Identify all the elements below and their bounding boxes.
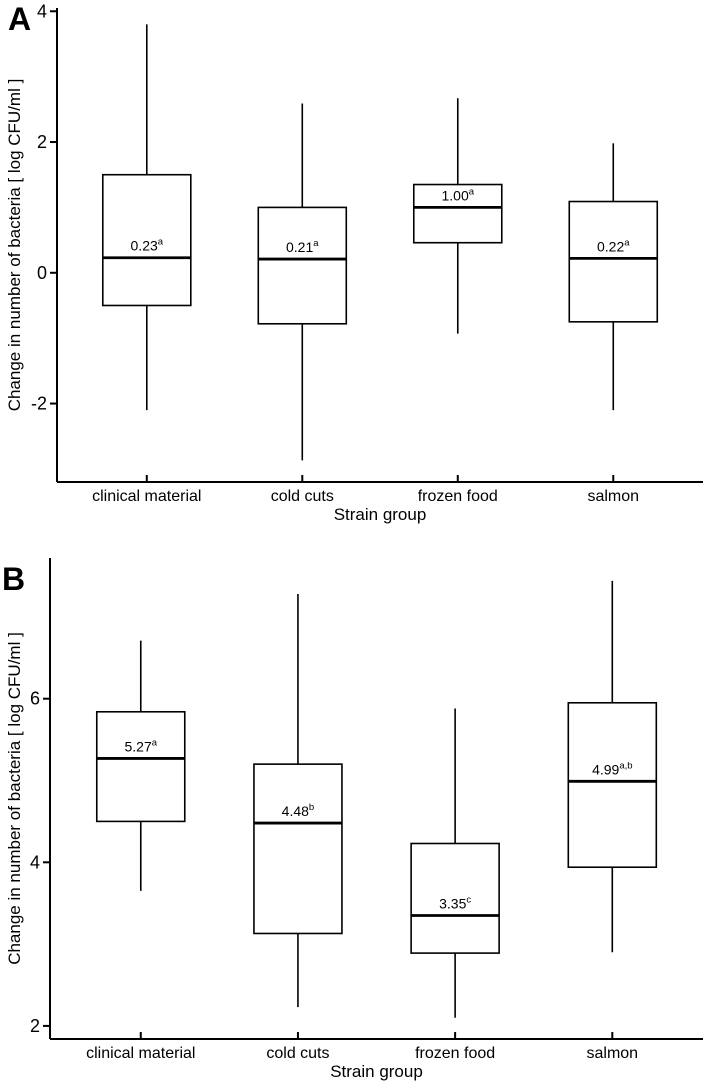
boxplot-B-frozen-food: 3.35c xyxy=(410,708,500,1018)
x-category-label: cold cuts xyxy=(266,1045,329,1062)
median-value-label: 3.35c xyxy=(439,894,471,911)
x-category-label: salmon xyxy=(587,488,639,505)
median-value: 5.27 xyxy=(124,738,151,754)
iqr-box xyxy=(257,206,348,325)
boxplot-A-frozen-food: 1.00a xyxy=(412,98,503,334)
y-axis-title: Change in number of bacteria [ log CFU/m… xyxy=(5,79,24,412)
median-value-label: 0.22a xyxy=(597,237,630,254)
iqr-box xyxy=(253,763,343,935)
boxplot-B-cold-cuts: 4.48b xyxy=(253,593,343,1008)
y-tick-label: 0 xyxy=(37,263,47,283)
median-value: 4.99 xyxy=(592,761,619,777)
iqr-box xyxy=(410,842,500,954)
median-superscript: c xyxy=(466,894,471,905)
iqr-box xyxy=(101,173,192,307)
median-superscript: a xyxy=(152,737,158,748)
boxplot-A-salmon: 0.22a xyxy=(568,143,659,411)
y-tick-label: 2 xyxy=(30,1016,40,1036)
x-category-label: frozen food xyxy=(418,488,498,505)
median-superscript: a xyxy=(158,237,164,248)
x-category-label: clinical material xyxy=(92,488,201,505)
boxplot-B-clinical-material: 5.27a xyxy=(95,640,186,891)
median-superscript: a xyxy=(313,238,319,249)
panel-letter-B: B xyxy=(2,561,25,597)
median-superscript: a xyxy=(469,186,475,197)
boxplot-A-cold-cuts: 0.21a xyxy=(257,103,348,461)
median-superscript: a xyxy=(624,237,630,248)
iqr-box xyxy=(95,710,186,823)
median-superscript: a,b xyxy=(619,760,632,771)
iqr-box xyxy=(567,701,658,869)
iqr-box xyxy=(412,183,503,244)
iqr-box xyxy=(568,200,659,323)
x-category-label: clinical material xyxy=(86,1045,195,1062)
x-axis-title: Strain group xyxy=(330,1062,423,1081)
y-axis-title: Change in number of bacteria [ log CFU/m… xyxy=(5,632,24,965)
y-tick-label: 4 xyxy=(30,852,40,872)
median-value: 0.23 xyxy=(131,238,158,254)
x-category-label: salmon xyxy=(587,1045,639,1062)
y-tick-label: 6 xyxy=(30,689,40,709)
median-superscript: b xyxy=(309,802,314,813)
median-value: 4.48 xyxy=(282,803,309,819)
y-tick-label: -2 xyxy=(31,394,47,414)
panel-letter-A: A xyxy=(8,1,31,37)
boxplot-B-salmon: 4.99a,b xyxy=(567,580,658,953)
median-value-label: 0.21a xyxy=(286,238,319,255)
median-value-label: 5.27a xyxy=(124,737,157,754)
x-category-label: cold cuts xyxy=(271,488,334,505)
median-value: 1.00 xyxy=(442,187,469,203)
median-value: 0.22 xyxy=(597,238,624,254)
boxplot-A-clinical-material: 0.23a xyxy=(101,24,192,411)
x-category-label: frozen food xyxy=(415,1045,495,1062)
y-tick-label: 4 xyxy=(37,1,47,21)
median-value: 0.21 xyxy=(286,239,313,255)
panel-A: A 4 2 0 -2 Change in number of bacteria [ log… xyxy=(5,1,703,524)
median-value: 3.35 xyxy=(439,895,466,911)
median-value-label: 4.99a,b xyxy=(592,760,632,777)
x-axis-title: Strain group xyxy=(334,505,427,524)
median-value-label: 1.00a xyxy=(442,186,475,203)
median-value-label: 4.48b xyxy=(282,802,315,819)
panel-B: B 6 4 2 Change in number of bacteria [ log C… xyxy=(2,558,703,1081)
y-tick-label: 2 xyxy=(37,132,47,152)
median-value-label: 0.23a xyxy=(131,237,164,254)
